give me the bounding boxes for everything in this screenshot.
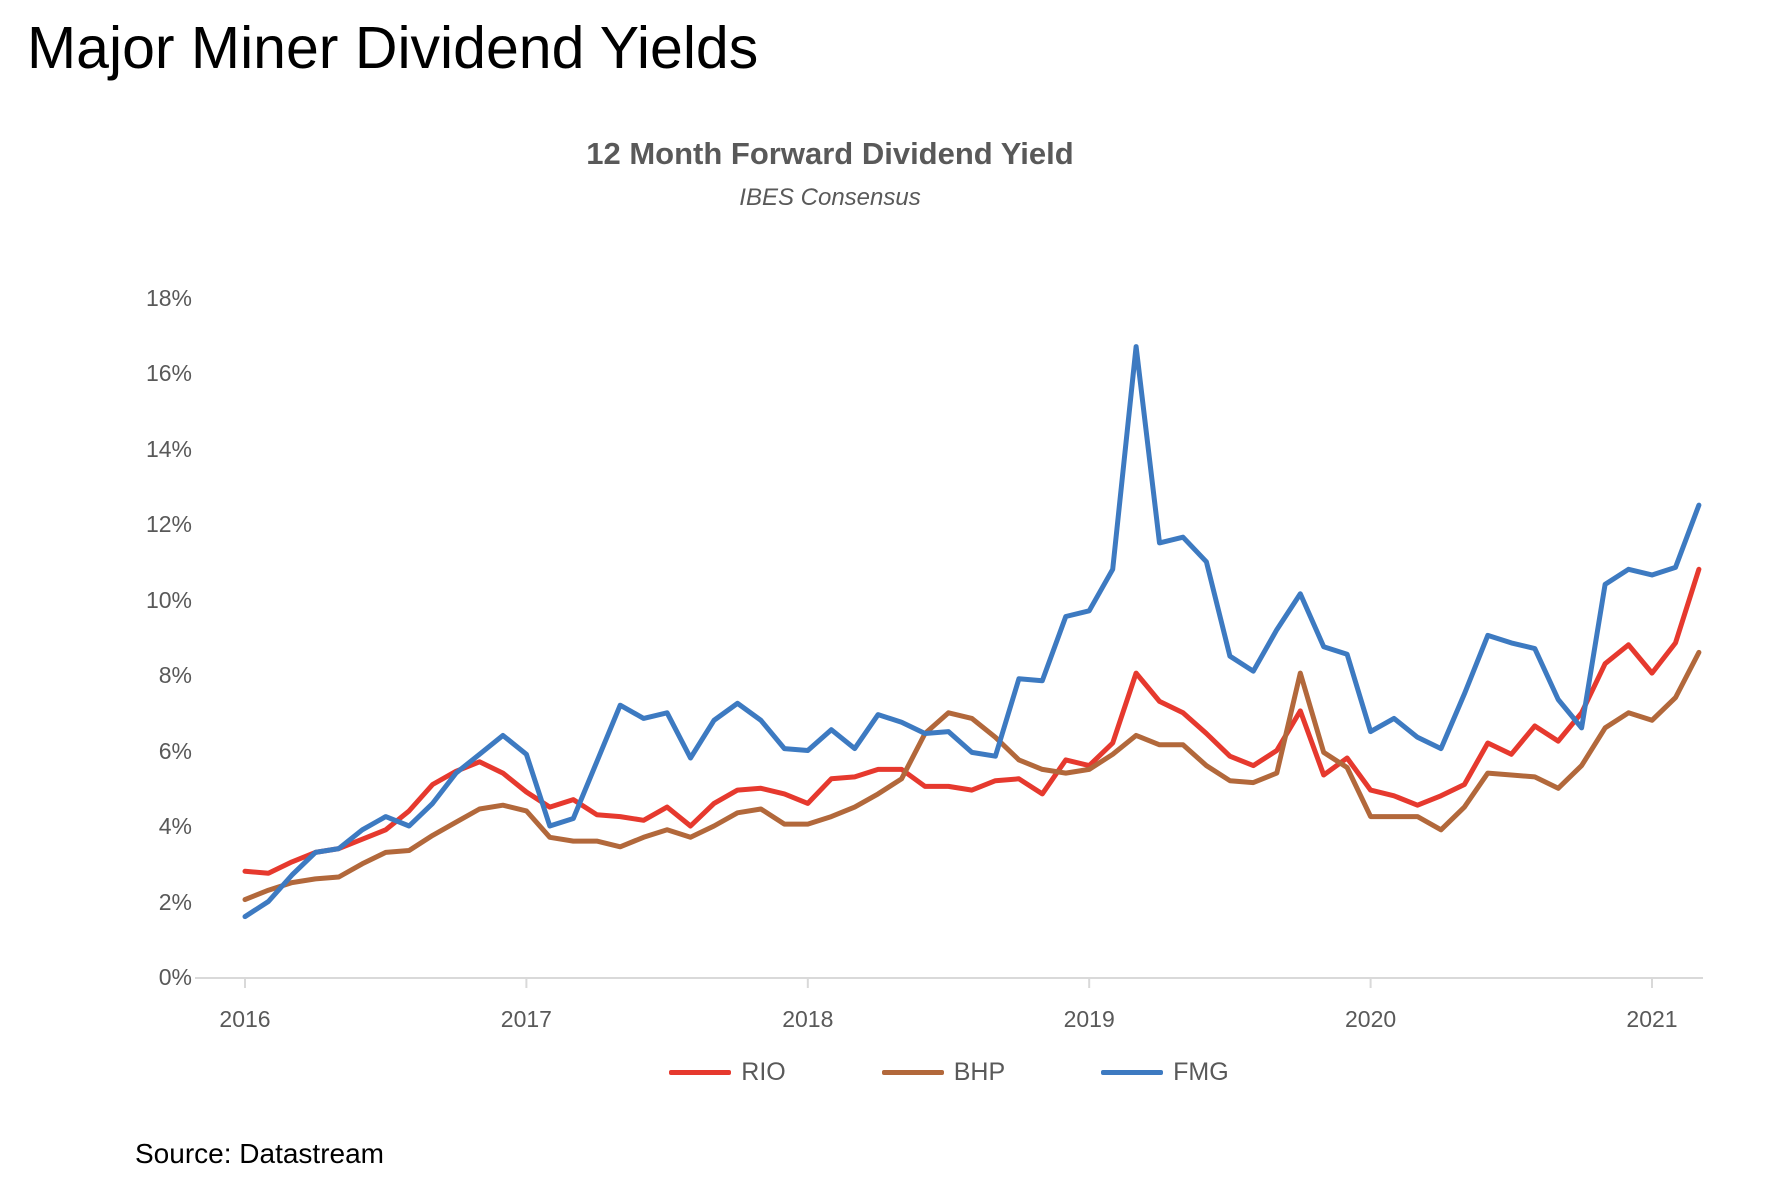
x-tick-label-2017: 2017 bbox=[500, 1006, 552, 1032]
source-note: Source: Datastream bbox=[135, 1138, 384, 1169]
legend-label-rio: RIO bbox=[741, 1058, 786, 1086]
x-tick-label-2021: 2021 bbox=[1626, 1006, 1678, 1032]
y-tick-label-18: 18% bbox=[145, 284, 192, 311]
y-tick-label-8: 8% bbox=[158, 662, 192, 688]
bhp-series-line bbox=[242, 649, 1702, 903]
y-tick-label-10: 10% bbox=[145, 586, 192, 613]
chart-legend: RIO BHP FMG bbox=[195, 1058, 1703, 1087]
chart-subtitle: IBES Consensus bbox=[739, 184, 921, 211]
y-tick-label-4: 4% bbox=[158, 813, 192, 839]
y-tick-label-0: 0% bbox=[158, 964, 192, 990]
page-title: Major Miner Dividend Yields bbox=[27, 15, 759, 81]
legend-swatch-fmg bbox=[1101, 1070, 1164, 1075]
y-tick-label-14: 14% bbox=[145, 435, 192, 462]
legend-label-bhp: BHP bbox=[953, 1058, 1006, 1086]
legend-swatch-rio bbox=[669, 1070, 732, 1075]
y-tick-label-2: 2% bbox=[158, 888, 192, 915]
legend-item-rio: RIO bbox=[669, 1058, 786, 1087]
legend-label-fmg: FMG bbox=[1173, 1058, 1229, 1086]
x-tick-label-2019: 2019 bbox=[1063, 1006, 1115, 1032]
x-tick-label-2016: 2016 bbox=[219, 1006, 271, 1032]
y-tick-label-6: 6% bbox=[158, 737, 192, 764]
legend-swatch-bhp bbox=[881, 1070, 944, 1075]
y-tick-label-12: 12% bbox=[145, 511, 192, 537]
x-tick-label-2020: 2020 bbox=[1345, 1006, 1397, 1032]
legend-item-bhp: BHP bbox=[881, 1058, 1006, 1087]
rio-series-line bbox=[242, 566, 1702, 876]
x-tick-label-2018: 2018 bbox=[782, 1006, 834, 1032]
chart-title: 12 Month Forward Dividend Yield bbox=[586, 136, 1074, 171]
y-tick-label-16: 16% bbox=[145, 360, 192, 386]
fmg-series-line bbox=[242, 344, 1702, 920]
legend-item-fmg: FMG bbox=[1101, 1058, 1229, 1087]
